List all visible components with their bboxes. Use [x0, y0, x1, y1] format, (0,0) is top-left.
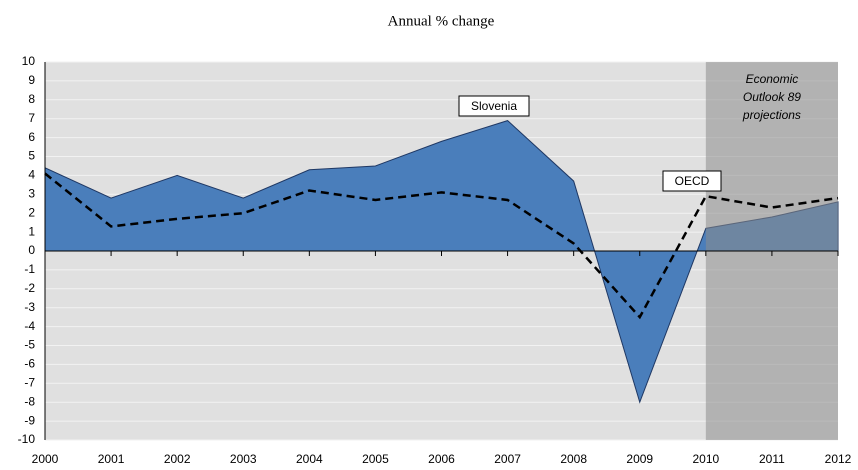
x-tick-label: 2008 — [560, 452, 587, 466]
projection-label: projections — [742, 108, 801, 122]
x-tick-label: 2004 — [296, 452, 323, 466]
y-tick-label: -3 — [24, 300, 35, 314]
y-tick-label: 1 — [28, 224, 35, 238]
y-tick-label: 10 — [22, 54, 36, 68]
chart-title: Annual % change — [388, 13, 495, 29]
y-tick-label: -10 — [18, 432, 36, 446]
y-tick-label: -8 — [24, 394, 35, 408]
x-tick-label: 2001 — [98, 452, 125, 466]
y-tick-label: 4 — [28, 168, 35, 182]
y-tick-label: -9 — [24, 413, 35, 427]
y-tick-label: -4 — [24, 319, 35, 333]
x-tick-label: 2007 — [494, 452, 521, 466]
projection-label: Outlook 89 — [743, 90, 801, 104]
y-tick-label: -5 — [24, 338, 35, 352]
x-tick-label: 2003 — [230, 452, 257, 466]
y-tick-label: 2 — [28, 205, 35, 219]
x-tick-label: 2012 — [825, 452, 852, 466]
y-tick-label: 6 — [28, 130, 35, 144]
y-tick-label: 7 — [28, 111, 35, 125]
x-tick-label: 2010 — [692, 452, 719, 466]
y-tick-label: -6 — [24, 357, 35, 371]
line — [44, 172, 839, 320]
series-label: Slovenia — [471, 99, 517, 113]
y-tick-label: 0 — [28, 243, 35, 257]
series-label-box — [662, 170, 722, 192]
x-tick-label: 2000 — [32, 452, 59, 466]
y-tick-label: -7 — [24, 375, 35, 389]
y-tick-label: -1 — [24, 262, 35, 276]
y-tick-label: 5 — [28, 149, 35, 163]
x-tick-label: 2006 — [428, 452, 455, 466]
y-tick-label: 3 — [28, 186, 35, 200]
x-tick-label: 2002 — [164, 452, 191, 466]
x-tick-label: 2005 — [362, 452, 389, 466]
series-label: OECD — [675, 174, 710, 188]
x-tick-label: 2011 — [759, 452, 785, 466]
y-tick-label: 8 — [28, 92, 35, 106]
y-tick-label: 9 — [28, 73, 35, 87]
series-label-box — [458, 95, 530, 117]
y-tick-label: -2 — [24, 281, 35, 295]
x-tick-label: 2009 — [626, 452, 653, 466]
projection-label: Economic — [746, 72, 799, 86]
